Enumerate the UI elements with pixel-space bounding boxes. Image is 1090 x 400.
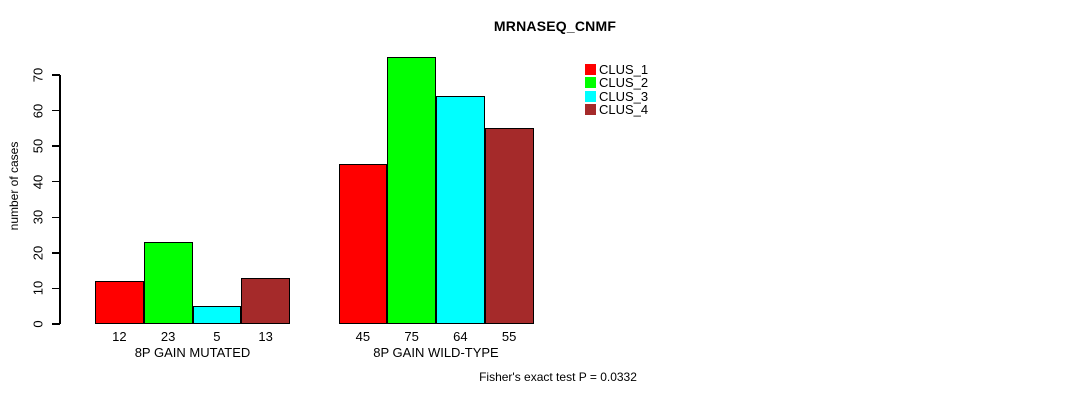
legend-swatch-clus_4	[585, 103, 596, 115]
bar-clus_2-group1	[143, 242, 193, 324]
legend-label: CLUS_3	[599, 88, 649, 104]
bar-clus_3-group1	[192, 306, 242, 324]
legend-row: CLUS_4	[585, 101, 649, 117]
legend-row: CLUS_3	[585, 88, 649, 104]
group-label-2: 8P GAIN WILD-TYPE	[373, 345, 499, 360]
y-tick-mark	[52, 287, 60, 290]
bar-clus_3-group2	[436, 96, 485, 324]
chart-title: MRNASEQ_CNMF	[493, 18, 617, 34]
bar-value-label: 5	[213, 329, 221, 344]
y-axis-line	[59, 75, 61, 324]
bar-value-label: 55	[501, 329, 517, 344]
y-tick-label: 60	[30, 103, 46, 118]
y-tick-label: 0	[30, 320, 46, 328]
y-tick-mark	[52, 145, 60, 147]
bar-clus_4-group1	[241, 277, 290, 324]
y-tick-label: 20	[30, 245, 46, 261]
y-tick-label: 10	[30, 281, 46, 296]
bar-value-label: 12	[112, 329, 127, 344]
bar-clus_2-group2	[387, 57, 436, 324]
subtitle-fishers-test: Fisher's exact test P = 0.0332	[479, 370, 637, 384]
legend-swatch-clus_1	[585, 64, 596, 75]
y-tick-mark	[52, 109, 60, 112]
legend-label: CLUS_1	[599, 62, 649, 77]
y-tick-mark	[52, 323, 60, 325]
y-tick-mark	[52, 180, 60, 183]
y-tick-label: 40	[30, 174, 46, 189]
y-tick-mark	[52, 252, 60, 254]
legend-swatch-clus_3	[585, 90, 596, 102]
y-tick-mark	[52, 216, 60, 219]
legend-row: CLUS_2	[585, 75, 649, 91]
bar-value-label: 75	[404, 329, 419, 344]
y-axis-label: number of cases	[7, 141, 21, 231]
group-label-1: 8P GAIN MUTATED	[134, 345, 251, 360]
legend-swatch-clus_2	[585, 77, 596, 89]
bar-clus_1-group2	[338, 163, 388, 324]
legend-label: CLUS_2	[599, 75, 649, 91]
legend: CLUS_1 CLUS_2 CLUS_3 CLUS_4	[585, 62, 649, 117]
bar-clus_4-group2	[484, 128, 534, 324]
y-tick-label: 70	[30, 67, 46, 83]
bar-value-label: 64	[453, 329, 468, 344]
legend-label: CLUS_4	[599, 101, 649, 117]
bar-value-label: 45	[355, 329, 371, 344]
bar-value-label: 13	[258, 329, 273, 344]
y-tick-mark	[52, 74, 60, 76]
bar-value-label: 23	[160, 329, 176, 344]
y-tick-label: 50	[30, 138, 46, 154]
legend-row: CLUS_1	[585, 62, 649, 77]
bar-clus_1-group1	[95, 281, 144, 324]
y-tick-label: 30	[30, 210, 46, 225]
